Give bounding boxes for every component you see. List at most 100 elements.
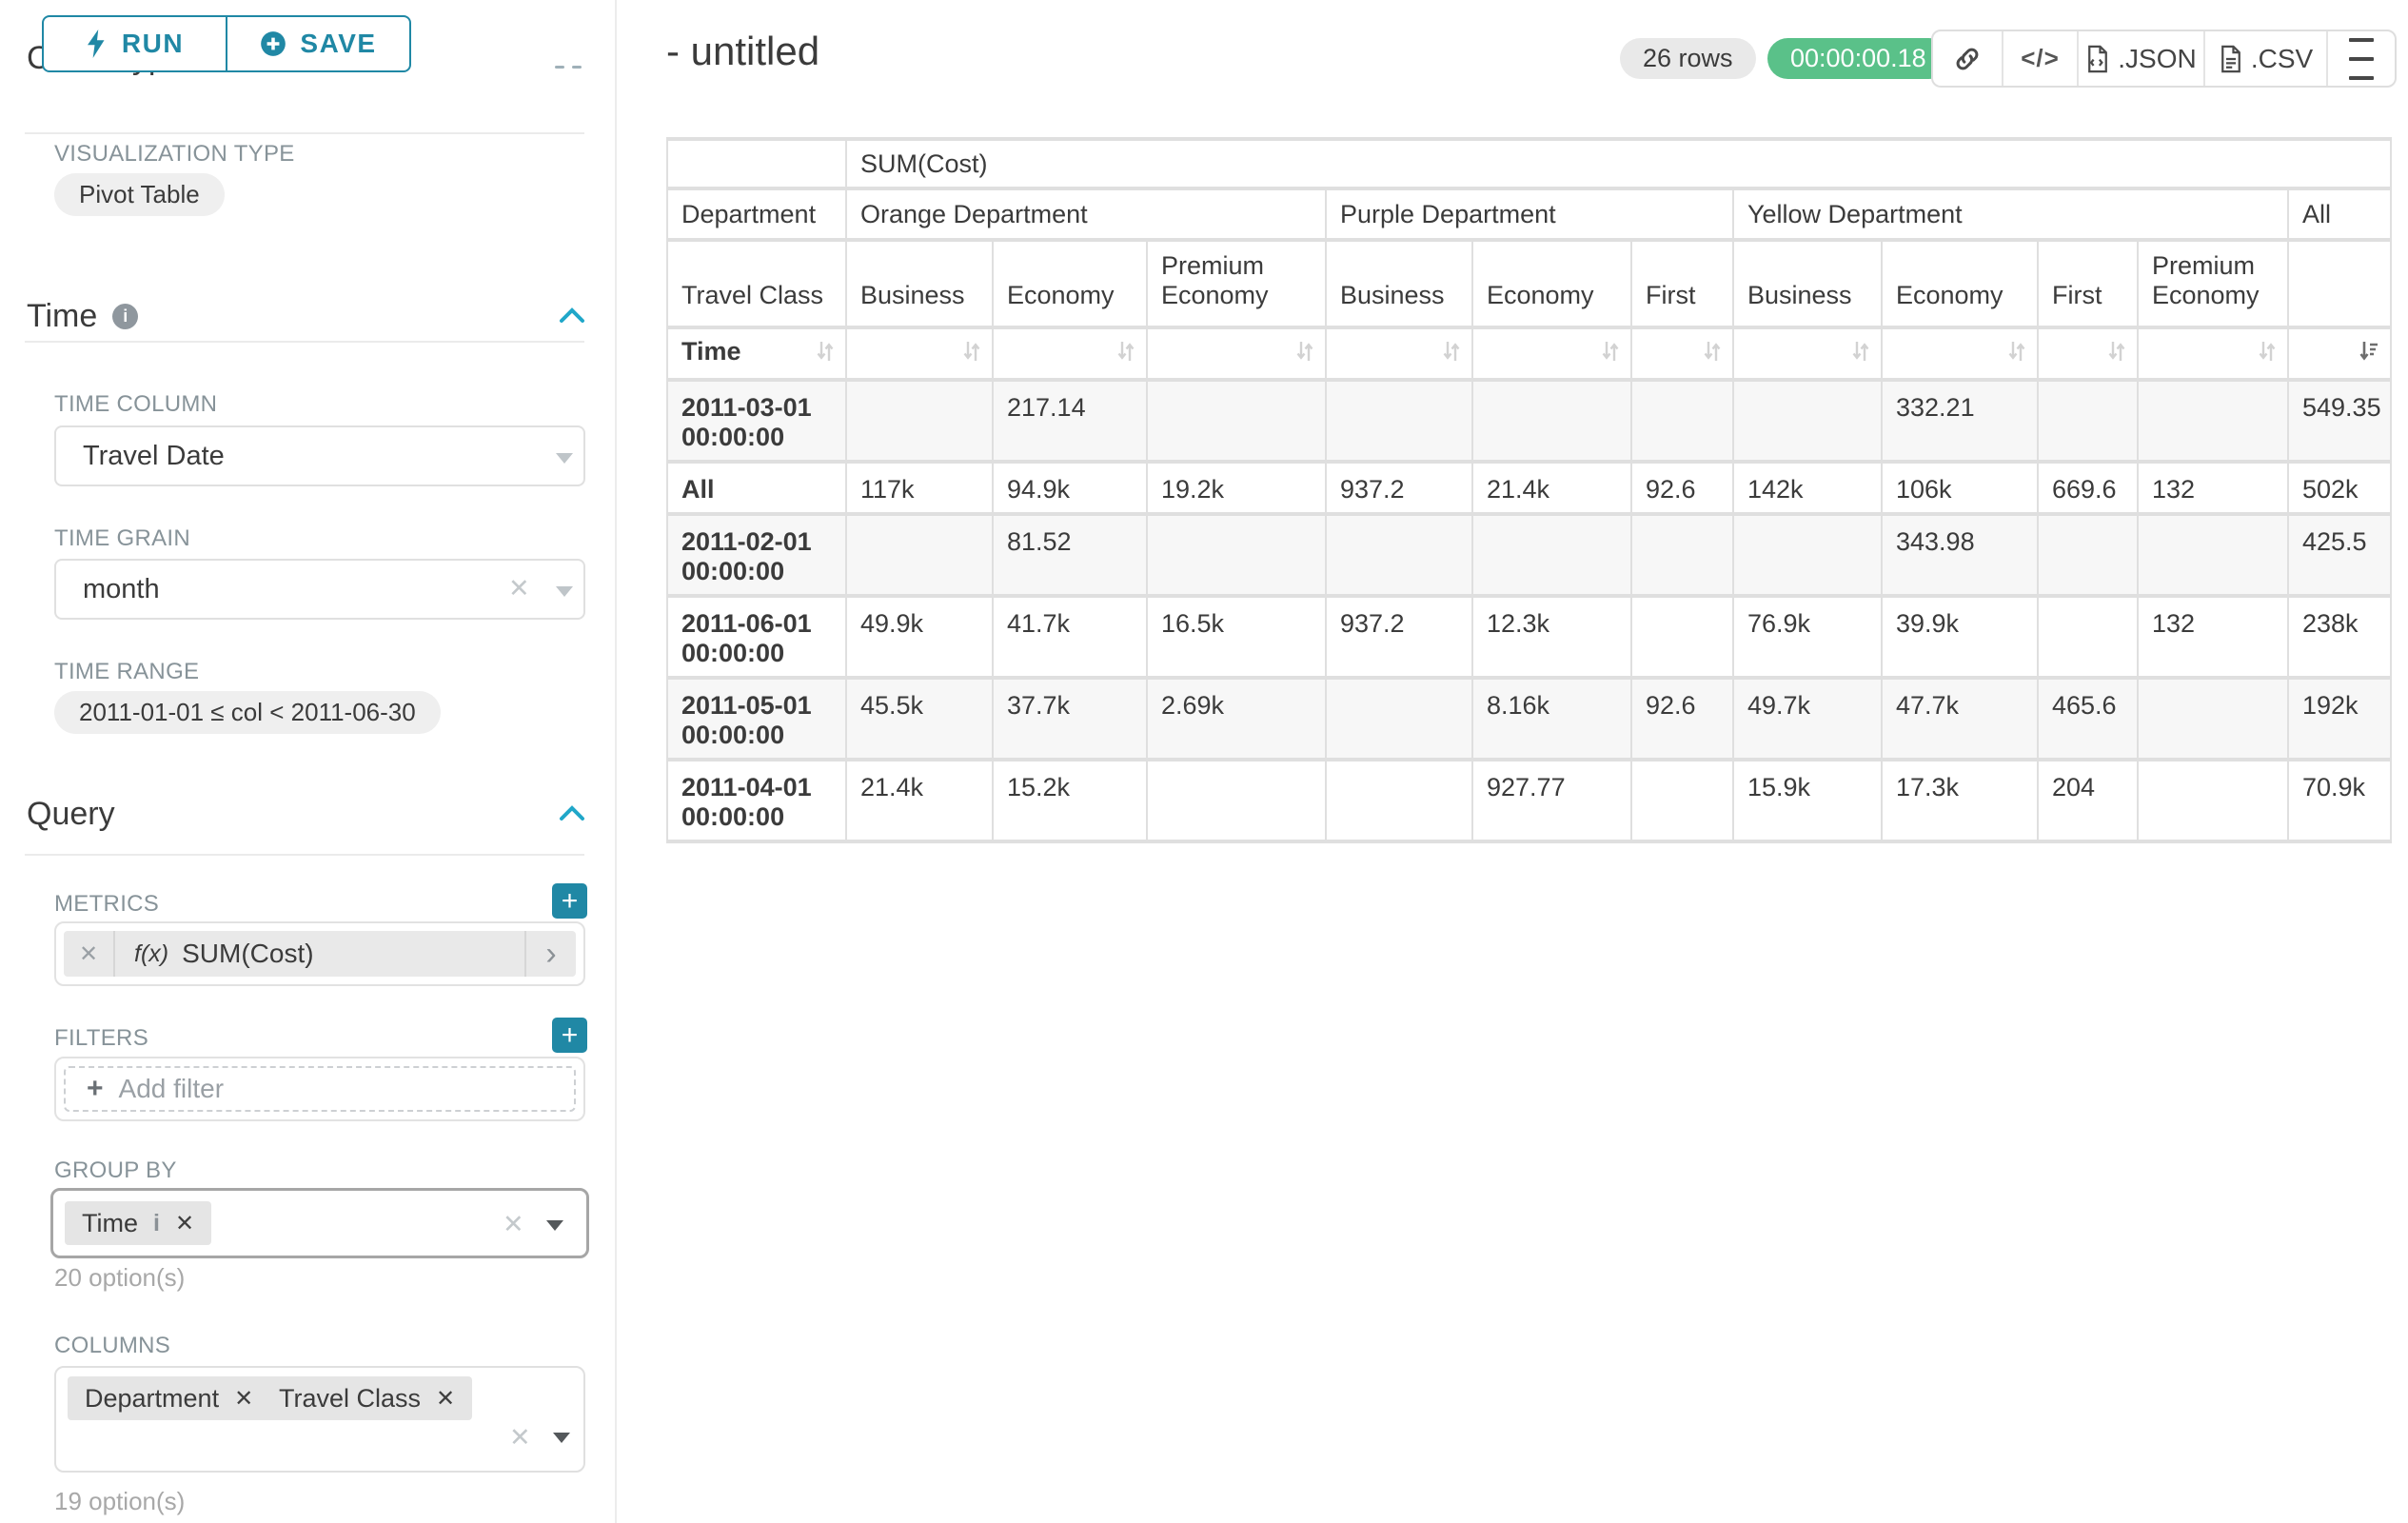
- pivot-cell: [1327, 516, 1471, 594]
- info-icon[interactable]: i: [153, 1210, 160, 1237]
- pivot-cell: [2039, 516, 2137, 594]
- superset-explore-view: Chart Type RUN SAVE VISUALIZATION TYPE P…: [0, 0, 2408, 1523]
- sort-icon[interactable]: [815, 339, 836, 370]
- info-icon[interactable]: i: [112, 304, 138, 329]
- pivot-cell: [2139, 680, 2287, 758]
- pivot-cell: 12.3k: [1473, 598, 1630, 676]
- columns-chip[interactable]: Travel Class ✕: [262, 1376, 472, 1420]
- filters-box: + Add filter: [54, 1057, 585, 1121]
- hamburger-icon: [2349, 38, 2374, 42]
- sort-header-cell[interactable]: [1632, 329, 1732, 378]
- sort-header-cell[interactable]: [1148, 329, 1325, 378]
- remove-chip-icon[interactable]: ✕: [436, 1385, 455, 1413]
- clear-icon[interactable]: ✕: [503, 1210, 524, 1239]
- pivot-cell: 81.52: [994, 516, 1146, 594]
- share-link-button[interactable]: [1933, 31, 2002, 86]
- sort-icon[interactable]: [1600, 339, 1621, 370]
- columns-select[interactable]: Department ✕ Travel Class ✕ ✕: [54, 1366, 585, 1473]
- sort-header-cell[interactable]: [1734, 329, 1881, 378]
- department-group-header: All: [2289, 190, 2390, 238]
- chevron-down-icon: [556, 453, 573, 464]
- class-header: Business: [1734, 242, 1881, 326]
- visualization-type-pill[interactable]: Pivot Table: [54, 173, 225, 216]
- time-sort-header[interactable]: Time: [668, 329, 845, 378]
- chart-title[interactable]: - untitled: [666, 29, 819, 74]
- add-filter-plus-button[interactable]: +: [552, 1018, 587, 1053]
- time-grain-select[interactable]: month ✕: [54, 559, 585, 620]
- collapsed-chevron-fragment: [572, 66, 582, 69]
- clear-icon[interactable]: ✕: [508, 574, 530, 603]
- sort-header-cell[interactable]: [2289, 329, 2390, 378]
- group-by-options-hint: 20 option(s): [54, 1263, 185, 1293]
- pivot-cell: [2139, 516, 2287, 594]
- pivot-cell: [2139, 382, 2287, 460]
- sort-header-cell[interactable]: [994, 329, 1146, 378]
- pivot-cell: 937.2: [1327, 464, 1471, 512]
- columns-chip[interactable]: Department ✕: [68, 1376, 270, 1420]
- remove-chip-icon[interactable]: ✕: [234, 1385, 253, 1413]
- pivot-cell: 927.77: [1473, 762, 1630, 840]
- sort-desc-icon[interactable]: [2358, 339, 2380, 370]
- run-button[interactable]: RUN: [44, 17, 226, 70]
- sort-header-cell[interactable]: [1327, 329, 1471, 378]
- pivot-cell: 21.4k: [847, 762, 992, 840]
- pivot-cell: 132: [2139, 464, 2287, 512]
- sort-icon[interactable]: [1850, 339, 1871, 370]
- sort-icon[interactable]: [2006, 339, 2027, 370]
- row-count-badge: 26 rows: [1620, 38, 1756, 79]
- sort-icon[interactable]: [1441, 339, 1462, 370]
- class-header: First: [2039, 242, 2137, 326]
- sort-header-cell[interactable]: [1473, 329, 1630, 378]
- sort-header-cell[interactable]: [847, 329, 992, 378]
- pivot-cell: 132: [2139, 598, 2287, 676]
- sort-header-cell[interactable]: [1883, 329, 2037, 378]
- metric-chip[interactable]: ✕ f(x) SUM(Cost) ›: [64, 931, 576, 977]
- sort-icon[interactable]: [2257, 339, 2278, 370]
- remove-chip-icon[interactable]: ✕: [175, 1210, 194, 1237]
- group-by-chip[interactable]: Time i ✕: [65, 1201, 211, 1245]
- add-metric-button[interactable]: +: [552, 883, 587, 919]
- export-csv-button[interactable]: .CSV: [2203, 31, 2326, 86]
- pivot-cell: [1632, 598, 1732, 676]
- pivot-table: SUM(Cost) Department Orange Department P…: [666, 137, 2392, 843]
- chevron-right-icon[interactable]: ›: [526, 931, 576, 977]
- clear-icon[interactable]: ✕: [509, 1423, 531, 1453]
- collapsed-chevron-fragment: [555, 66, 564, 69]
- plus-icon: +: [87, 1073, 104, 1105]
- pivot-cell: 465.6: [2039, 680, 2137, 758]
- time-range-pill[interactable]: 2011-01-01 ≤ col < 2011-06-30: [54, 691, 441, 734]
- menu-button[interactable]: [2326, 31, 2395, 86]
- sort-header-cell[interactable]: [2139, 329, 2287, 378]
- pivot-cell: 8.16k: [1473, 680, 1630, 758]
- corner-cell: [668, 141, 845, 187]
- control-panel-sidebar: Chart Type RUN SAVE VISUALIZATION TYPE P…: [0, 0, 617, 1523]
- sort-icon[interactable]: [1702, 339, 1723, 370]
- add-filter-button[interactable]: + Add filter: [64, 1066, 576, 1112]
- save-button[interactable]: SAVE: [226, 17, 409, 70]
- pivot-cell: 47.7k: [1883, 680, 2037, 758]
- export-json-button[interactable]: .JSON: [2077, 31, 2203, 86]
- pivot-row-label: 2011-02-01 00:00:00: [668, 516, 845, 594]
- view-query-button[interactable]: </>: [2002, 31, 2077, 86]
- department-group-header: Purple Department: [1327, 190, 1732, 238]
- sort-header-cell[interactable]: [2039, 329, 2137, 378]
- class-header: [2289, 242, 2390, 326]
- pivot-cell: 37.7k: [994, 680, 1146, 758]
- metric-header-cell: SUM(Cost): [847, 141, 2390, 187]
- pivot-cell: 669.6: [2039, 464, 2137, 512]
- remove-metric-icon[interactable]: ✕: [64, 931, 113, 977]
- sort-icon[interactable]: [961, 339, 982, 370]
- divider: [25, 854, 584, 856]
- time-column-select[interactable]: Travel Date: [54, 425, 585, 486]
- time-axis-label: Time: [681, 337, 741, 366]
- collapse-chevron-icon[interactable]: [558, 307, 586, 326]
- pivot-cell: 21.4k: [1473, 464, 1630, 512]
- sort-icon[interactable]: [1115, 339, 1136, 370]
- class-header: First: [1632, 242, 1732, 326]
- collapse-chevron-icon[interactable]: [558, 804, 586, 823]
- sort-icon[interactable]: [2106, 339, 2127, 370]
- class-header: Business: [1327, 242, 1471, 326]
- export-button-group: </> .JSON .CSV: [1931, 30, 2397, 88]
- group-by-select[interactable]: Time i ✕ ✕: [50, 1188, 589, 1258]
- sort-icon[interactable]: [1294, 339, 1315, 370]
